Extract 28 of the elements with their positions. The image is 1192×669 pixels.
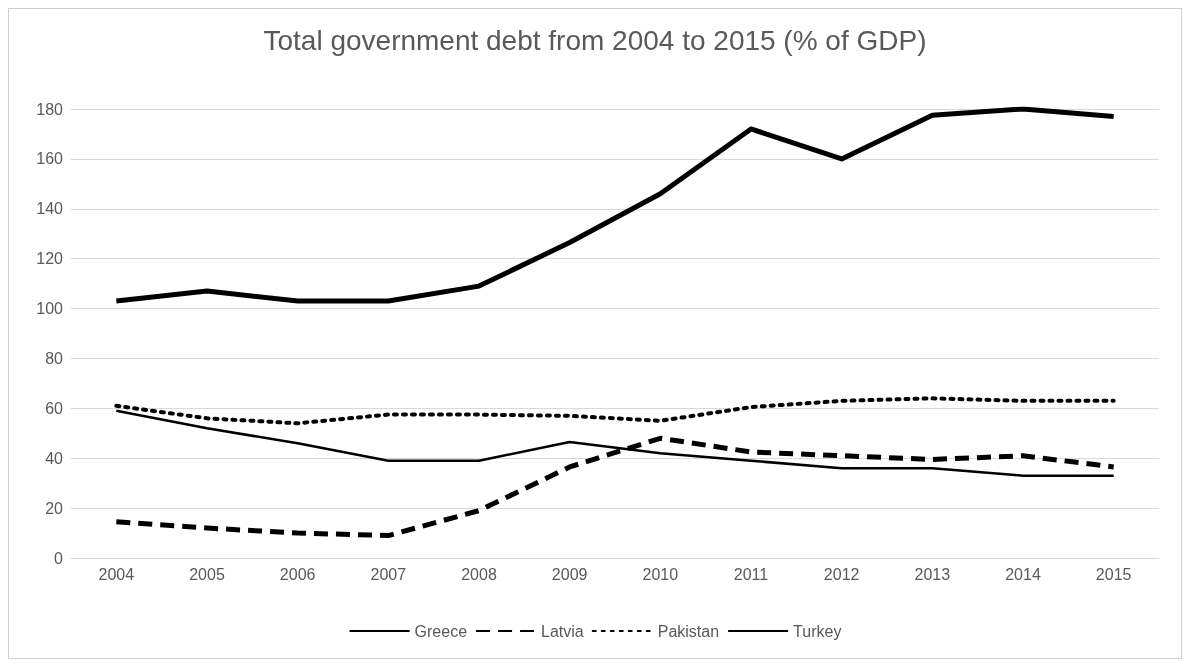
x-tick-label: 2015: [1095, 565, 1132, 583]
legend-label: Pakistan: [657, 622, 720, 640]
y-tick-label: 100: [36, 300, 64, 318]
y-tick-label: 160: [36, 150, 64, 168]
x-tick-label: 2005: [189, 565, 225, 583]
x-tick-label: 2011: [733, 565, 769, 583]
x-tick-label: 2010: [642, 565, 679, 583]
y-tick-label: 80: [45, 349, 64, 367]
x-tick-label: 2004: [98, 565, 135, 583]
legend-label: Greece: [414, 622, 468, 640]
y-tick-label: 180: [36, 100, 64, 118]
x-tick-label: 2012: [823, 565, 860, 583]
x-tick-label: 2014: [1005, 565, 1041, 583]
x-tick-label: 2006: [279, 565, 316, 583]
y-tick-label: 20: [45, 499, 64, 517]
y-tick-label: 40: [45, 449, 64, 467]
chart-title: Total government debt from 2004 to 2015 (% of GDP): [263, 24, 927, 56]
x-tick-label: 2009: [551, 565, 588, 583]
line-series: [114, 396, 1116, 426]
x-tick-label: 2007: [370, 565, 407, 583]
y-tick-label: 140: [36, 200, 64, 218]
y-tick-label: 0: [54, 549, 64, 567]
x-tick-label: 2008: [461, 565, 497, 583]
y-tick-label: 120: [36, 250, 64, 268]
legend-label: Turkey: [793, 622, 842, 640]
y-tick-label: 60: [45, 399, 64, 417]
legend-label: Latvia: [541, 622, 584, 640]
x-tick-label: 2013: [914, 565, 951, 583]
